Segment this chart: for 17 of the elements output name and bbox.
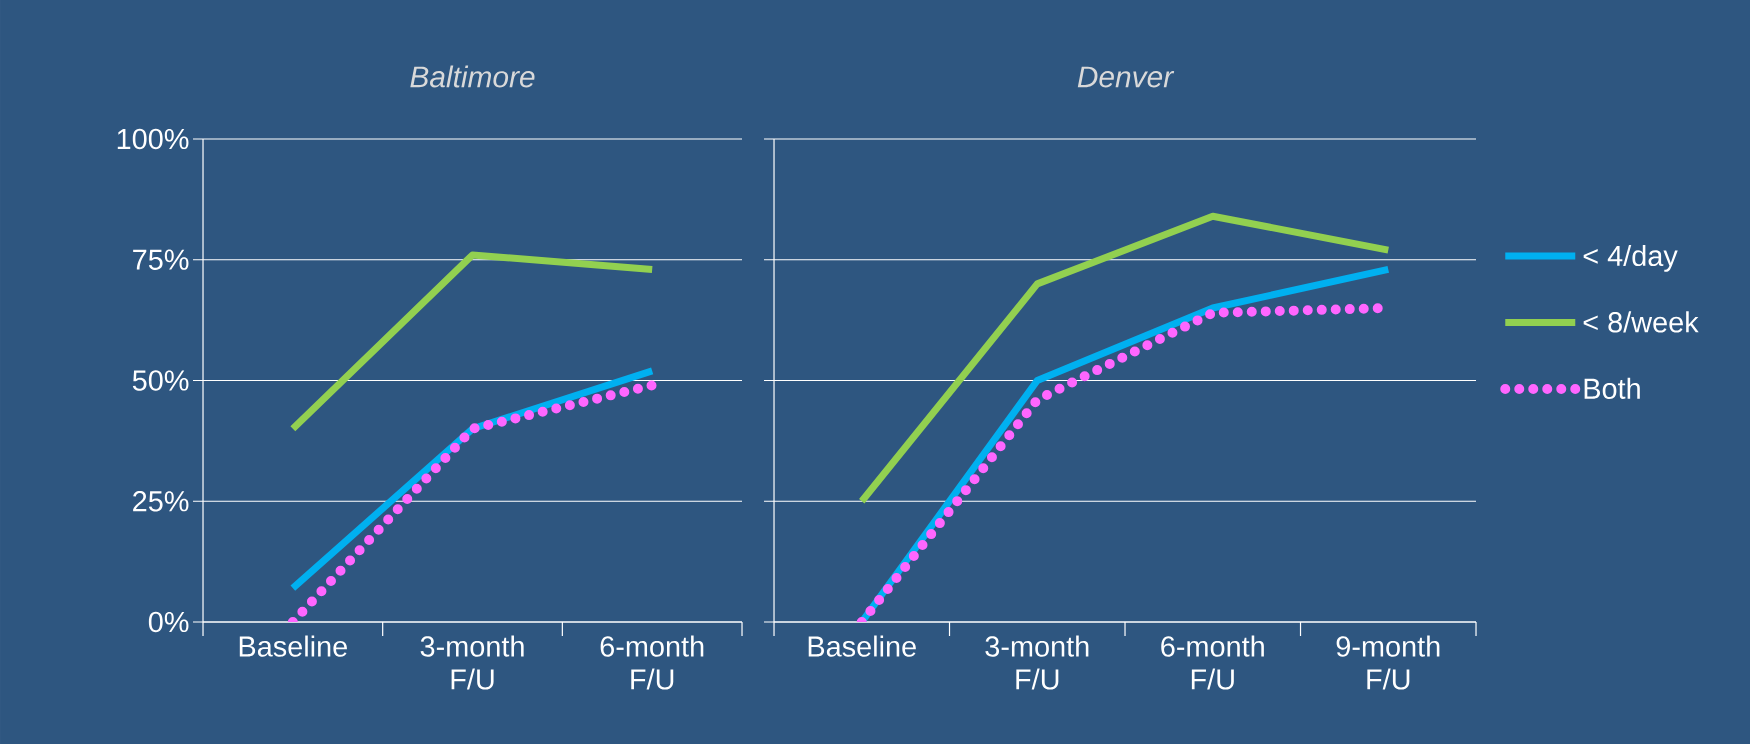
y-tick-label: 75% (133, 249, 189, 270)
y-tick-label: 25% (133, 491, 189, 512)
x-tick-label: 3-month F/U (420, 635, 524, 690)
y-tick-label: 50% (132, 370, 189, 391)
y-tick-label: 0% (148, 611, 189, 633)
legend-label: < 4/day (1583, 244, 1678, 272)
y-tick-label: 100% (117, 128, 189, 150)
x-tick-label: Baseline (808, 635, 916, 657)
chart-title: Baltimore (410, 65, 535, 88)
x-tick-label: 6-month F/U (600, 635, 704, 690)
x-tick-label: 9-month F/U (1336, 635, 1440, 690)
legend-label: < 8/week (1583, 311, 1699, 333)
chart-title: Denver (1077, 66, 1175, 88)
x-tick-label: 3-month F/U (985, 635, 1089, 690)
x-tick-label: 6-month F/U (1161, 635, 1264, 690)
legend-label: Both (1584, 377, 1640, 399)
x-tick-label: Baseline (239, 635, 347, 657)
